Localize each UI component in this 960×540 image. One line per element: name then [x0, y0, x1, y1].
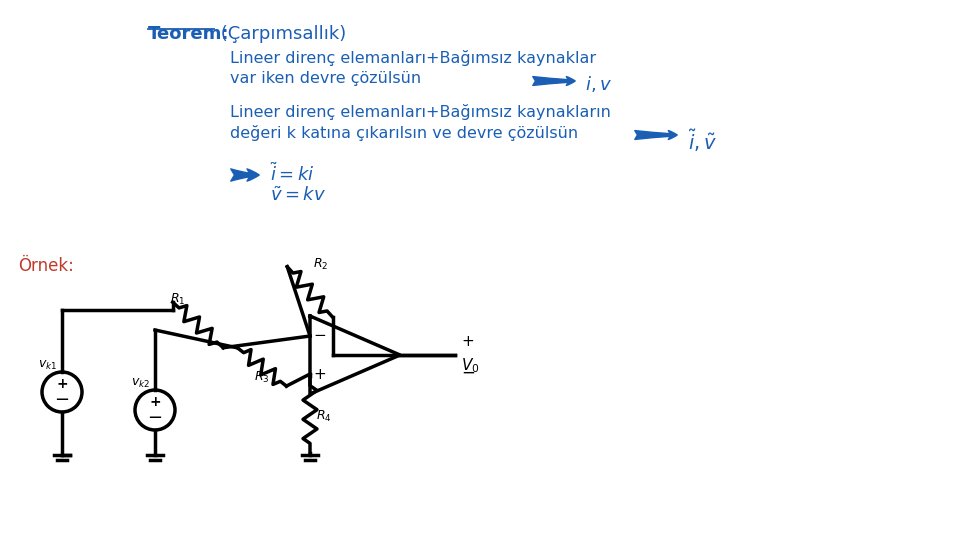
Text: +: + — [461, 334, 473, 349]
Text: $R_3$: $R_3$ — [254, 370, 270, 385]
Text: −: − — [314, 328, 326, 343]
Text: +: + — [57, 377, 68, 391]
Text: $i, v$: $i, v$ — [585, 74, 612, 94]
Text: $\tilde{i}, \tilde{v}$: $\tilde{i}, \tilde{v}$ — [688, 128, 717, 154]
Text: Örnek:: Örnek: — [18, 257, 74, 275]
Text: $R_1$: $R_1$ — [170, 292, 185, 307]
Text: (Çarpımsallık): (Çarpımsallık) — [215, 25, 347, 43]
Text: $V_0$: $V_0$ — [461, 356, 480, 375]
Text: Lineer direnç elemanları+Bağımsız kaynakların: Lineer direnç elemanları+Bağımsız kaynak… — [230, 104, 611, 120]
Text: $\tilde{v} = kv$: $\tilde{v} = kv$ — [270, 187, 326, 206]
Text: $R_4$: $R_4$ — [316, 408, 331, 423]
Text: −: − — [461, 364, 475, 382]
Text: değeri k katına çıkarılsın ve devre çözülsün: değeri k katına çıkarılsın ve devre çözü… — [230, 125, 578, 141]
Text: $R_2$: $R_2$ — [313, 257, 328, 272]
Text: $\tilde{i} = ki$: $\tilde{i} = ki$ — [270, 163, 315, 185]
Text: $v_{k1}$: $v_{k1}$ — [38, 359, 58, 372]
Text: $v_{k2}$: $v_{k2}$ — [132, 377, 151, 390]
Text: +: + — [149, 395, 161, 409]
Text: −: − — [55, 391, 69, 409]
Text: +: + — [314, 367, 326, 382]
Text: Lineer direnç elemanları+Bağımsız kaynaklar: Lineer direnç elemanları+Bağımsız kaynak… — [230, 50, 596, 66]
Text: Teorem:: Teorem: — [148, 25, 229, 43]
Text: −: − — [148, 409, 162, 427]
Text: var iken devre çözülsün: var iken devre çözülsün — [230, 71, 421, 86]
